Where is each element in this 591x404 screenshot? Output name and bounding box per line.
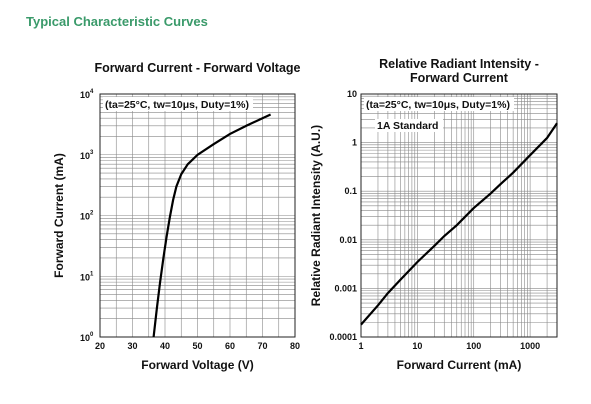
y-tick-exponent: 1 — [90, 271, 94, 277]
y-tick-label: 1 — [352, 138, 357, 148]
x-tick-label: 20 — [95, 341, 105, 351]
chart-title: Relative Radiant Intensity - — [379, 57, 539, 71]
chart-2: 1 10 100 1000 0.0001 0.001 0.01 0.1 1 10 Relative … — [309, 57, 558, 372]
y-tick-exponent: 2 — [90, 211, 94, 217]
x-tick-label: 100 — [466, 341, 481, 351]
x-tick-label: 30 — [127, 341, 137, 351]
x-tick-label: 70 — [257, 341, 267, 351]
y-tick-label: 0.0001 — [329, 332, 357, 342]
series-line — [152, 113, 272, 338]
y-tick-label: 10 — [80, 212, 90, 222]
y-tick-exponent: 0 — [90, 332, 94, 338]
y-tick-exponent: 3 — [90, 150, 94, 156]
x-tick-label: 1000 — [520, 341, 540, 351]
y-tick-label: 0.1 — [344, 186, 357, 196]
grid-lines — [100, 94, 295, 337]
section-title: Typical Characteristic Curves — [26, 14, 208, 29]
plot-frame — [360, 93, 558, 338]
annotation-background — [103, 97, 253, 111]
x-tick-label: 40 — [160, 341, 170, 351]
x-tick-label: 50 — [192, 341, 202, 351]
y-tick-label: 10 — [80, 333, 90, 343]
y-tick-exponent: 4 — [90, 89, 94, 95]
y-tick-label: 10 — [347, 89, 357, 99]
plot-frame — [99, 93, 296, 338]
y-axis-label: Forward Current (mA) — [52, 153, 66, 278]
standard-note: 1A Standard — [377, 120, 438, 132]
y-tick-label: 0.001 — [334, 283, 357, 293]
annotation-background — [364, 97, 514, 111]
y-tick-label: 10 — [80, 151, 90, 161]
y-axis-label: Relative Radiant Intensity (A.U.) — [309, 125, 323, 306]
x-tick-label: 60 — [225, 341, 235, 351]
chart-title: Forward Current - Forward Voltage — [94, 61, 300, 75]
conditions-note: (ta=25°C, tw=10μs, Duty=1%) — [366, 99, 510, 111]
x-tick-label: 80 — [290, 341, 300, 351]
y-tick-label: 10 — [80, 272, 90, 282]
x-tick-label: 10 — [412, 341, 422, 351]
x-tick-label: 1 — [358, 341, 363, 351]
series-line — [360, 122, 558, 326]
annotation-background — [375, 119, 443, 132]
x-axis-label: Forward Current (mA) — [397, 358, 522, 372]
y-tick-label: 10 — [80, 90, 90, 100]
x-axis-label: Forward Voltage (V) — [141, 358, 253, 372]
y-tick-label: 0.01 — [339, 235, 357, 245]
conditions-note: (ta=25°C, tw=10μs, Duty=1%) — [105, 99, 249, 111]
chart-title: Forward Current — [410, 71, 509, 85]
